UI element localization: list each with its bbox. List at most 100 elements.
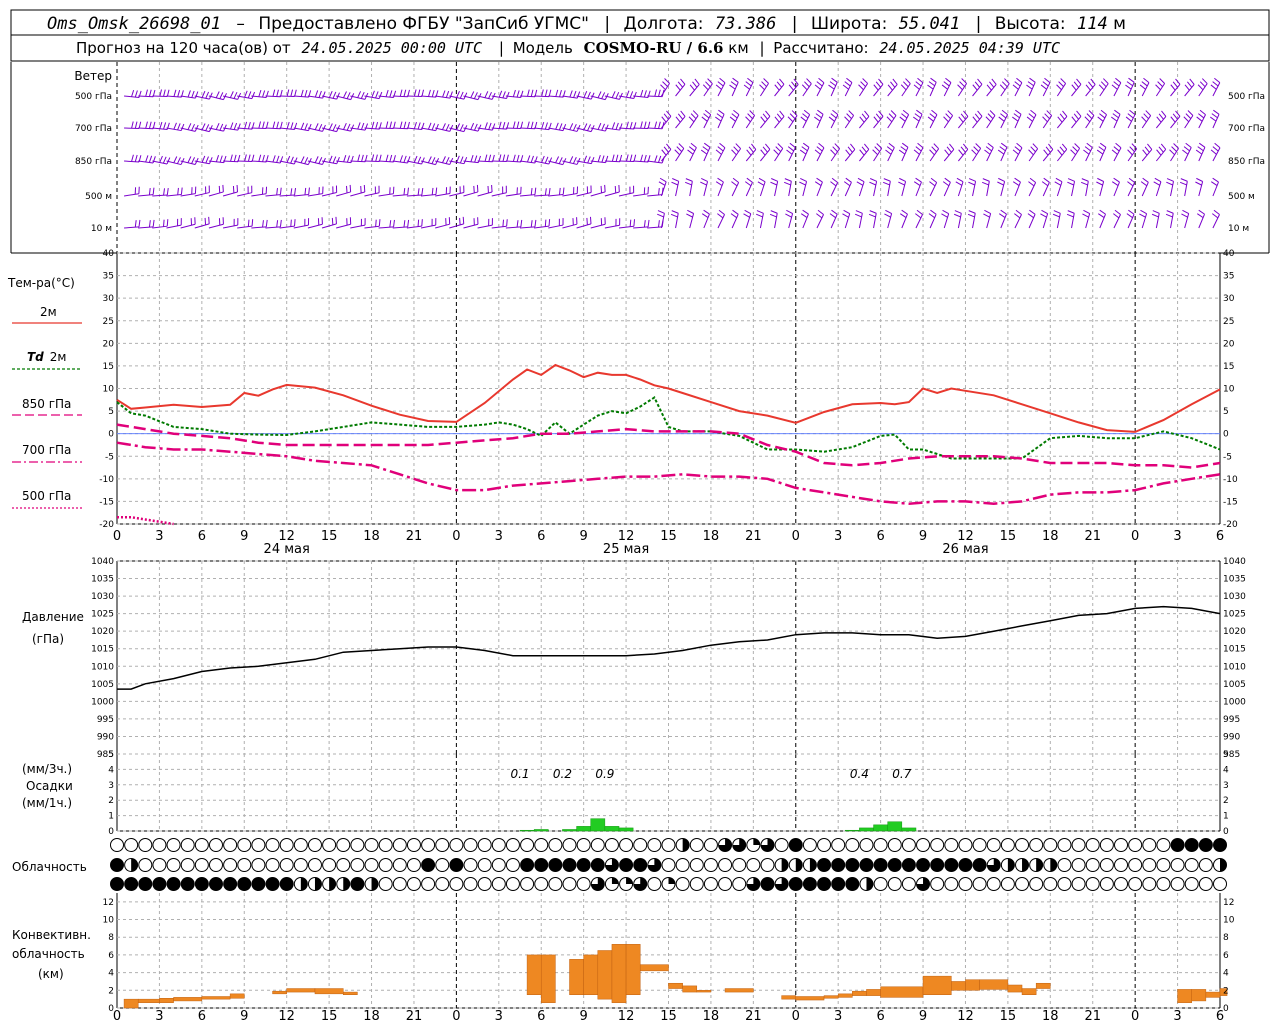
wind-barb — [604, 218, 621, 229]
y-tick-left: 1035 — [91, 575, 114, 585]
cloud-symbol-mid — [251, 858, 266, 872]
wind-barb — [715, 142, 726, 162]
wind-barb — [152, 89, 170, 98]
wind-barb — [477, 122, 496, 131]
cloud-symbol-mid — [124, 858, 139, 872]
cloud-symbol-mid — [1043, 858, 1058, 872]
day-label: 26 мая — [942, 542, 988, 557]
precip-3h-total: 0.1 — [510, 767, 529, 781]
cloud-symbol-mid — [1170, 858, 1185, 872]
wind-barb — [660, 78, 670, 97]
cloud-symbol-mid — [293, 858, 308, 872]
cloud-symbol-high — [916, 838, 931, 852]
cloud-symbol-low — [901, 877, 916, 891]
y-tick-right: 1030 — [1223, 592, 1246, 602]
y-tick-right: 1025 — [1223, 610, 1246, 620]
cloud-symbol-high — [901, 838, 916, 852]
y-tick-left: -15 — [99, 497, 114, 507]
temp-label: Тем-ра(°С) — [7, 276, 75, 290]
wind-barb — [927, 77, 937, 97]
x-tick-bottom: 3 — [1173, 1009, 1181, 1024]
cloud-symbol-mid — [703, 858, 718, 872]
wind-barb — [757, 177, 766, 197]
conv-bar — [1177, 989, 1192, 1003]
wind-barb — [1067, 178, 1076, 197]
cloud-symbol-high — [1057, 838, 1072, 852]
series-t850 — [116, 423, 1221, 469]
cloud-symbol-mid — [788, 858, 803, 872]
conv-bar — [569, 959, 584, 995]
wind-barb — [590, 217, 606, 229]
temperature-series — [116, 363, 1221, 526]
cloud-symbol-low — [477, 877, 492, 891]
wind-barb — [166, 122, 185, 132]
wind-barb — [321, 155, 340, 165]
y-tick-left: -20 — [99, 520, 114, 530]
wind-barb — [251, 186, 268, 197]
conv-bar — [1007, 984, 1023, 993]
cloud-symbol-low — [703, 877, 718, 891]
y-tick-left: -10 — [99, 475, 114, 485]
wind-barb — [1040, 77, 1051, 97]
wind-barb — [1012, 109, 1022, 129]
wind-barb — [1139, 209, 1148, 229]
cloud-symbol-mid — [208, 858, 223, 872]
conv-bar — [1035, 982, 1051, 989]
wind-barb — [715, 77, 726, 97]
wind-barb — [307, 186, 324, 197]
wind-barb — [1111, 109, 1121, 129]
cloud-symbol-high — [619, 838, 634, 852]
wind-barb — [194, 185, 210, 197]
cloud-symbols — [110, 838, 1227, 891]
pressure-series — [117, 605, 1221, 690]
precip-bar — [845, 829, 860, 832]
wind-barb — [1066, 210, 1075, 229]
wind-barb — [886, 110, 897, 129]
wind-barb — [138, 187, 155, 197]
wind-level-left: 500 гПа — [75, 92, 112, 102]
wind-barb — [843, 177, 852, 197]
wind-barb — [943, 143, 955, 162]
wind-barb — [519, 219, 537, 229]
cloud-symbol-low — [1057, 877, 1072, 891]
cloud-symbol-low — [364, 877, 379, 891]
cloud-symbol-high — [1015, 838, 1030, 852]
cloud-symbol-mid — [548, 858, 563, 872]
y-tick-left: 1005 — [91, 680, 114, 690]
cloud-symbol-low — [421, 877, 436, 891]
cloud-symbol-mid — [180, 858, 195, 872]
cloud-symbol-high — [703, 838, 718, 852]
wind-barb — [745, 143, 757, 162]
conv-bar — [639, 964, 669, 972]
wind-barb — [293, 156, 312, 166]
wind-level-right: 500 гПа — [1228, 92, 1265, 102]
cloud-symbol-mid — [350, 858, 365, 872]
wind-barb — [900, 78, 911, 97]
wind-barb — [929, 143, 940, 162]
wind-barb — [237, 219, 254, 229]
wind-barb — [943, 110, 954, 129]
series-pressure — [117, 605, 1221, 690]
cloud-symbol-mid — [802, 858, 817, 872]
cloud-symbol-high — [1156, 838, 1171, 852]
wind-barb — [1096, 142, 1107, 162]
cloud-symbol-mid — [336, 858, 351, 872]
y-tick-left: 10 — [103, 385, 115, 395]
wind-barb — [688, 110, 699, 129]
forecast-date: 24.05.2025 00:00 UTC — [301, 39, 482, 57]
wind-barb — [293, 218, 310, 229]
x-tick-temp: 12 — [957, 529, 974, 544]
cloud-symbol-high — [364, 838, 379, 852]
conv-bar — [1219, 988, 1228, 996]
wind-barb — [859, 110, 870, 129]
wind-barb — [265, 219, 282, 229]
cloud-symbol-low — [1085, 877, 1100, 891]
y-tick-left: 1010 — [91, 662, 114, 672]
cloud-symbol-mid — [505, 858, 520, 872]
cloud-symbol-mid — [378, 858, 393, 872]
wind-barb — [265, 121, 283, 130]
x-tick-temp: 3 — [155, 529, 163, 544]
wind-barb — [1170, 78, 1181, 97]
y-tick-left: 2 — [108, 986, 114, 996]
cloud-symbol-high — [944, 838, 959, 852]
